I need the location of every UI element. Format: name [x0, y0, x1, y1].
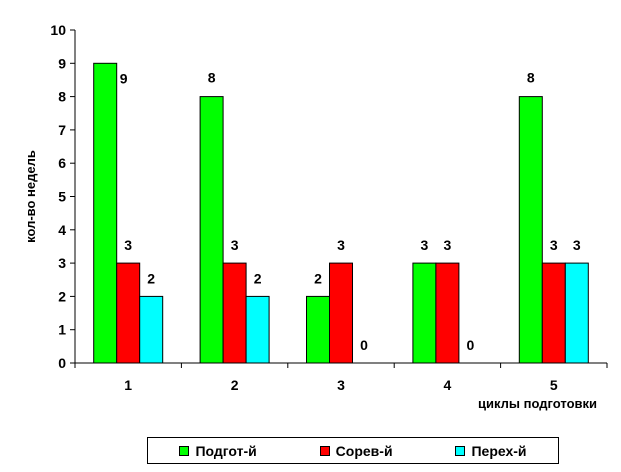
data-label: 3 — [444, 237, 452, 253]
data-label: 0 — [467, 337, 475, 353]
data-label: 3 — [231, 237, 239, 253]
y-tick-label: 3 — [58, 255, 66, 271]
bar — [116, 262, 141, 364]
y-axis-label: кол-во недель — [23, 150, 38, 243]
y-tick-label: 10 — [50, 22, 66, 38]
data-label: 9 — [120, 70, 128, 86]
data-label: 3 — [573, 237, 581, 253]
y-tick-label: 0 — [58, 355, 66, 371]
data-label: 3 — [337, 237, 345, 253]
legend: Подгот-й Сорев-й Перех-й — [147, 437, 559, 464]
legend-swatch-series-3 — [455, 445, 466, 456]
data-label: 2 — [314, 270, 322, 286]
bar — [518, 96, 543, 364]
x-tick-label: 3 — [337, 377, 345, 393]
y-tick-label: 9 — [58, 55, 66, 71]
legend-label: Перех-й — [471, 442, 527, 459]
y-axis-ticks: 0 1 2 3 4 5 6 7 8 9 10 — [50, 22, 75, 371]
bar — [564, 262, 589, 364]
bar — [412, 262, 437, 364]
data-label: 3 — [550, 237, 558, 253]
bar — [93, 62, 118, 364]
legend-swatch-series-1 — [179, 445, 190, 456]
data-label: 3 — [421, 237, 429, 253]
y-tick-label: 8 — [58, 89, 66, 105]
data-label: 2 — [147, 270, 155, 286]
data-label: 0 — [360, 337, 368, 353]
legend-item: Перех-й — [455, 442, 527, 459]
y-tick-label: 6 — [58, 155, 66, 171]
legend-item: Подгот-й — [179, 442, 257, 459]
bar — [199, 96, 224, 364]
bar — [435, 262, 460, 364]
x-axis-label: циклы подготовки — [478, 396, 597, 411]
legend-label: Подгот-й — [195, 442, 257, 459]
bar — [245, 295, 270, 364]
legend-swatch-series-2 — [319, 445, 330, 456]
bar — [541, 262, 566, 364]
y-tick-label: 1 — [58, 322, 66, 338]
y-tick-label: 2 — [58, 288, 66, 304]
bar — [139, 295, 164, 364]
y-tick-label: 7 — [58, 122, 66, 138]
y-tick-label: 5 — [58, 189, 66, 205]
x-tick-label: 5 — [550, 377, 558, 393]
data-label: 8 — [527, 70, 535, 86]
x-tick-label: 4 — [444, 377, 452, 393]
legend-item: Сорев-й — [319, 442, 393, 459]
data-label: 2 — [254, 270, 262, 286]
x-axis-ticks: 1 2 3 4 5 — [74, 363, 608, 393]
x-tick-label: 2 — [231, 377, 239, 393]
bar — [222, 262, 247, 364]
bar — [329, 262, 353, 364]
legend-label: Сорев-й — [335, 442, 393, 459]
data-label: 8 — [208, 70, 216, 86]
x-tick-label: 1 — [124, 377, 132, 393]
bars — [93, 62, 589, 364]
y-tick-label: 4 — [58, 222, 66, 238]
bar — [306, 295, 330, 364]
data-label: 3 — [124, 237, 132, 253]
